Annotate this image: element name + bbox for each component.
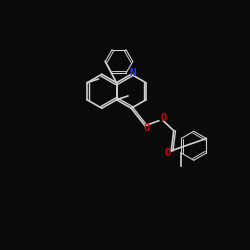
Text: O: O	[164, 148, 170, 158]
Text: O: O	[143, 123, 150, 133]
Text: O: O	[160, 113, 166, 123]
Text: N: N	[129, 68, 136, 78]
